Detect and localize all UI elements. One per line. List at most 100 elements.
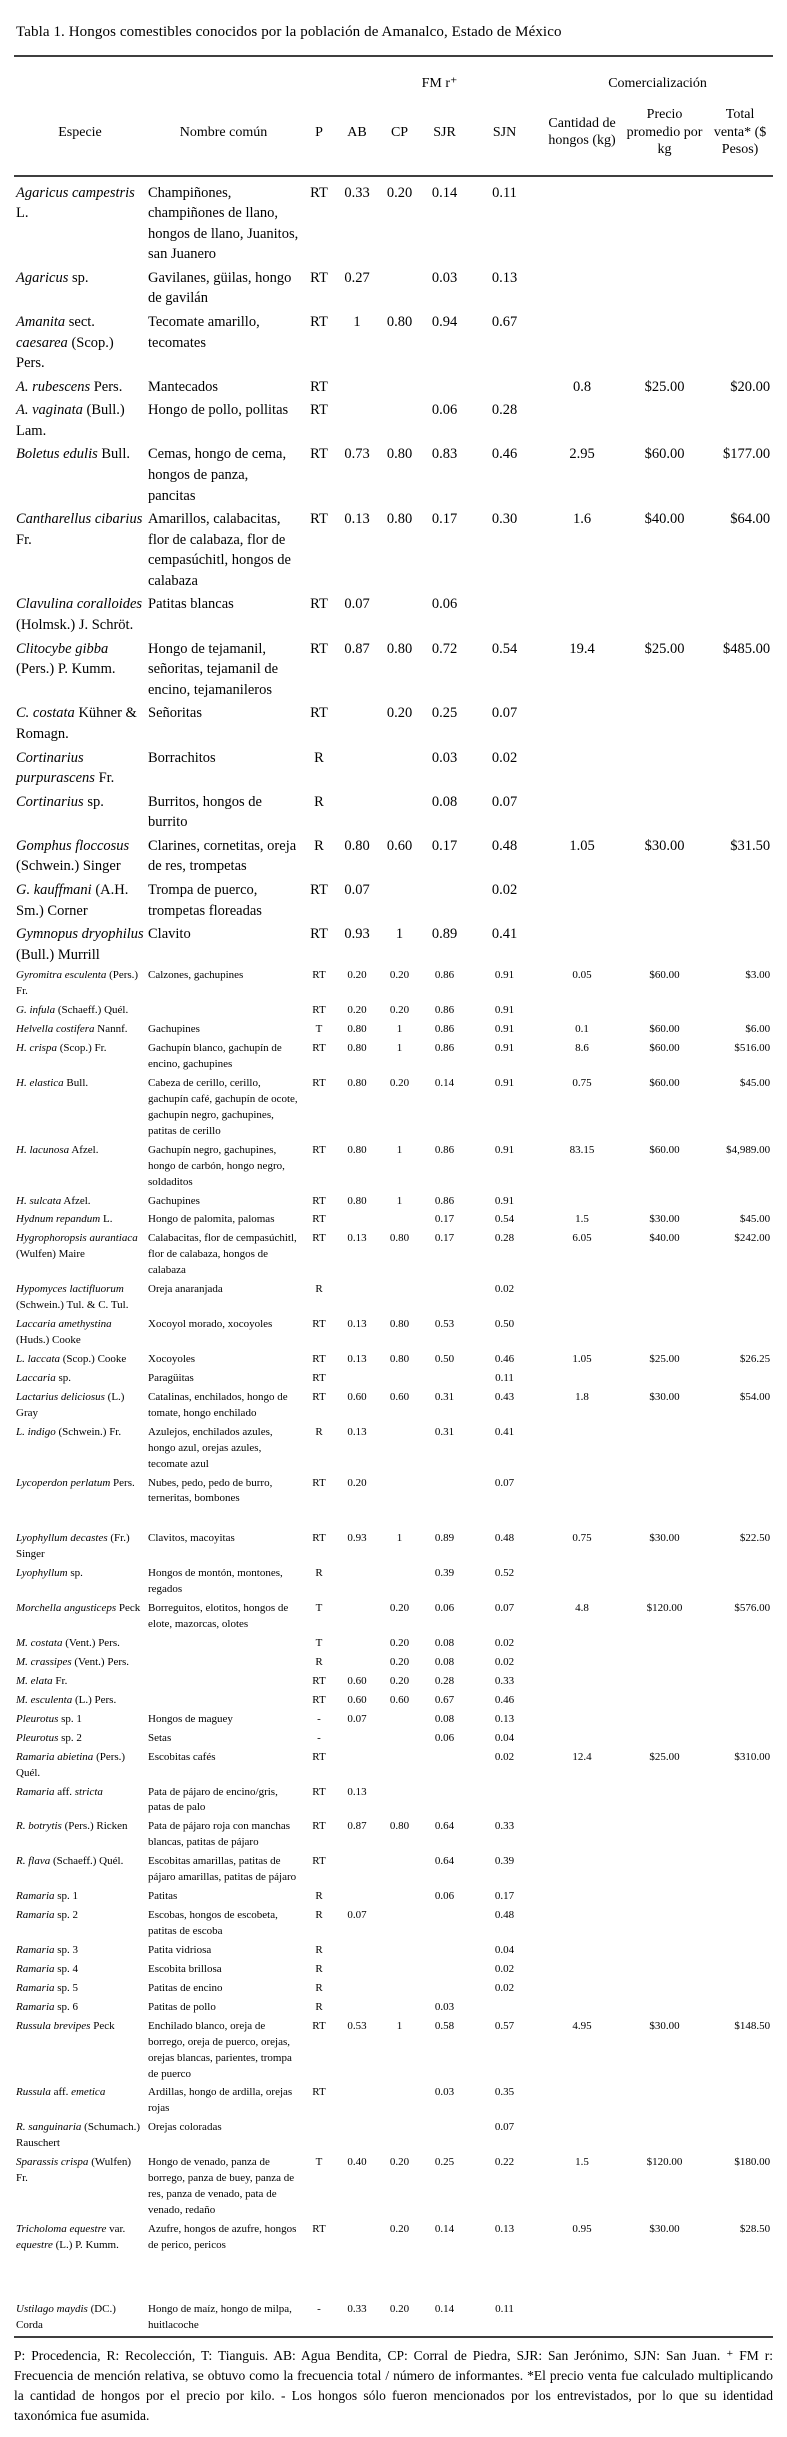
cell-precio-kg: $30.00 — [644, 837, 685, 854]
cell-precio-kg — [622, 311, 707, 376]
cell-nombre-comun: Gachupines — [148, 1023, 200, 1036]
cell-precio-kg: $60.00 — [649, 1143, 680, 1156]
cell-fm-sjn: 0.33 — [494, 1820, 515, 1833]
cell-precio-kg: $120.00 — [646, 1602, 683, 1615]
cell-fm-sjn: 0.57 — [494, 2019, 515, 2032]
cell-fm-cp: 0.20 — [389, 1076, 410, 1089]
cell-nombre-comun — [146, 1692, 301, 1711]
table-row: Gymnopus dryophilus (Bull.) Murrill Clavi… — [14, 923, 773, 967]
cell-especie: Gomphus floccosus (Schwein.) Singer — [16, 837, 130, 875]
cell-procedencia: - — [317, 1712, 321, 1725]
cell-fm-cp: 1 — [395, 926, 404, 943]
cell-procedencia: R — [314, 749, 324, 766]
cell-cantidad-kg — [542, 1673, 622, 1692]
cell-total-venta — [707, 1784, 773, 1819]
cell-fm-ab: 0.87 — [344, 640, 370, 657]
column-header-p: P — [301, 96, 337, 177]
cell-total-venta — [707, 176, 773, 267]
cell-nombre-comun — [146, 1654, 301, 1673]
cell-precio-kg — [622, 1193, 707, 1212]
cell-fm-sjn: 0.28 — [494, 1232, 515, 1245]
cell-procedencia: RT — [312, 1194, 326, 1207]
table-body: Agaricus campestris L. Champiñones, champ… — [14, 176, 773, 2337]
cell-fm-sjr: 0.89 — [431, 926, 458, 943]
cell-fm-cp — [377, 1711, 422, 1730]
cell-procedencia: R — [315, 1981, 323, 1994]
cell-fm-cp: 0.60 — [386, 837, 413, 854]
cell-especie: Boletus edulis Bull. — [16, 446, 130, 463]
cell-especie: Morchella angusticeps Peck — [16, 1602, 141, 1615]
cell-cantidad-kg — [542, 923, 622, 967]
cell-fm-ab — [337, 747, 377, 791]
cell-procedencia: T — [315, 1602, 323, 1615]
cell-fm-sjn: 0.39 — [494, 1855, 515, 1868]
table-row: Lactarius deliciosus (L.) Gray Catalinas,… — [14, 1389, 773, 1424]
cell-especie: H. crispa (Scop.) Fr. — [16, 1042, 107, 1055]
table-footnote: P: Procedencia, R: Recolección, T: Tiang… — [14, 2347, 773, 2424]
cell-total-venta: $180.00 — [734, 2156, 771, 2169]
cell-fm-cp — [377, 747, 422, 791]
cell-fm-ab — [337, 1211, 377, 1230]
cell-fm-cp: 0.20 — [389, 1004, 410, 1017]
cell-nombre-comun: Calzones, gachupines — [148, 969, 244, 982]
table-row: Morchella angusticeps Peck Borreguitos, e… — [14, 1600, 773, 1635]
column-header-ab: AB — [337, 96, 377, 177]
cell-fm-ab: 0.80 — [347, 1076, 367, 1089]
table-row: M. elata Fr. RT 0.60 0.20 0.28 0.33 — [14, 1673, 773, 1692]
cell-fm-sjn: 0.02 — [494, 1750, 515, 1763]
cell-total-venta: $4,989.00 — [726, 1143, 771, 1156]
cell-total-venta: $45.00 — [739, 1076, 771, 1089]
cell-fm-ab: 0.13 — [344, 511, 370, 528]
cell-cantidad-kg — [542, 2256, 622, 2337]
cell-fm-ab — [337, 1980, 377, 1999]
cell-fm-sjn: 0.54 — [491, 640, 518, 657]
table-row: Cantharellus cibarius Fr. Amarillos, cala… — [14, 508, 773, 593]
cell-total-venta: $22.50 — [739, 1532, 771, 1545]
cell-fm-sjr: 0.89 — [434, 1532, 455, 1545]
cell-especie: Gymnopus dryophilus (Bull.) Murrill — [16, 926, 144, 963]
cell-fm-sjr — [422, 879, 467, 923]
cell-precio-kg: $40.00 — [644, 511, 685, 528]
cell-fm-cp: 0.80 — [386, 511, 413, 528]
cell-fm-sjn: 0.54 — [494, 1213, 515, 1226]
cell-precio-kg: $60.00 — [649, 1042, 680, 1055]
cell-nombre-comun: Clavitos, macoyitas — [148, 1532, 235, 1545]
cell-precio-kg — [622, 923, 707, 967]
cell-fm-sjr: 0.03 — [434, 2086, 455, 2099]
cell-nombre-comun: Hongos de montón, montones, regados — [148, 1567, 283, 1596]
cell-precio-kg: $25.00 — [644, 378, 685, 395]
cell-fm-ab: 0.13 — [347, 1232, 367, 1245]
cell-cantidad-kg — [542, 267, 622, 311]
cell-procedencia: R — [315, 1283, 323, 1296]
cell-total-venta: $6.00 — [745, 1023, 771, 1036]
cell-nombre-comun: Escobas, hongos de escobeta, patitas de … — [148, 1909, 278, 1937]
cell-fm-sjr: 0.06 — [434, 1731, 455, 1744]
cell-especie: Ramaria sp. 1 — [16, 1890, 79, 1903]
cell-total-venta — [707, 1002, 773, 1021]
table-row: Ustilago maydis (DC.) Corda Hongo de maíz… — [14, 2256, 773, 2337]
cell-precio-kg — [622, 1692, 707, 1711]
cell-precio-kg: $40.00 — [649, 1232, 680, 1245]
cell-procedencia: RT — [310, 446, 328, 463]
cell-especie: G. infula (Schaeff.) Quél. — [16, 1004, 129, 1017]
table-row: Ramaria aff. stricta Pata de pájaro de en… — [14, 1784, 773, 1819]
cell-fm-sjr: 0.58 — [434, 2019, 455, 2032]
cell-fm-sjn: 0.91 — [494, 1042, 515, 1055]
cell-total-venta — [707, 1635, 773, 1654]
cell-fm-ab: 0.80 — [344, 837, 370, 854]
cell-cantidad-kg: 12.4 — [572, 1750, 592, 1763]
cell-precio-kg — [622, 1711, 707, 1730]
cell-especie: Ramaria sp. 6 — [16, 2000, 79, 2013]
cell-fm-ab: 0.60 — [347, 1390, 367, 1403]
cell-procedencia: RT — [312, 1042, 326, 1055]
cell-fm-sjn: 0.11 — [492, 184, 517, 201]
cell-precio-kg: $30.00 — [649, 1390, 680, 1403]
table-row: H. crispa (Scop.) Fr. Gachupín blanco, ga… — [14, 1040, 773, 1075]
cell-cantidad-kg: 1.05 — [572, 1352, 592, 1365]
cell-nombre-comun: Patitas blancas — [148, 596, 234, 613]
cell-cantidad-kg: 1.5 — [575, 2156, 589, 2169]
table-row: Hygrophoropsis aurantiaca (Wulfen) Maire… — [14, 1230, 773, 1281]
cell-fm-cp: 0.20 — [389, 1674, 410, 1687]
cell-fm-sjr — [422, 1942, 467, 1961]
cell-fm-sjr — [422, 1980, 467, 1999]
